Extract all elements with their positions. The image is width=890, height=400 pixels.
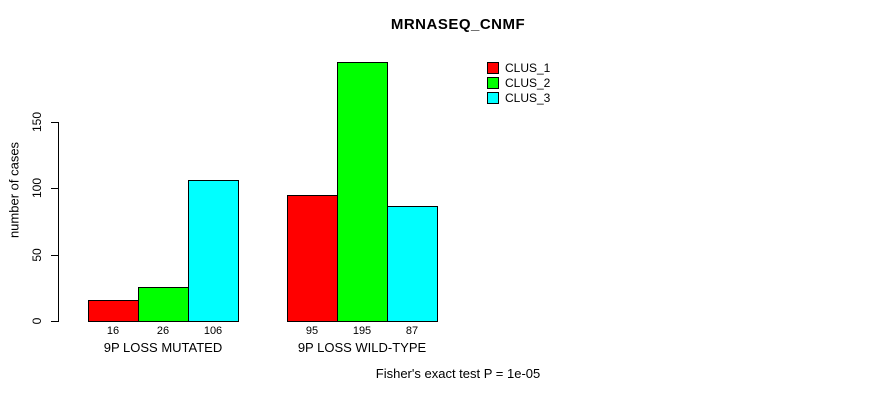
annotation-text: Fisher's exact test P = 1e-05	[375, 366, 541, 381]
legend-row: CLUS_1	[487, 60, 550, 75]
x-category-label: 9P LOSS MUTATED	[103, 340, 223, 355]
bar-value-label: 95	[305, 325, 319, 337]
legend-row: CLUS_2	[487, 75, 550, 90]
bar-value-label: 195	[352, 325, 372, 337]
y-axis-line	[58, 122, 59, 322]
x-category-label: 9P LOSS WILD-TYPE	[297, 340, 427, 355]
bar-clus_2-2	[337, 62, 388, 322]
legend-swatch-clus_3	[487, 91, 499, 104]
bar-clus_3-2	[387, 205, 438, 322]
legend-label: CLUS_1	[505, 60, 551, 75]
bar-clus_1-1	[88, 299, 139, 322]
legend-swatch-clus_2	[487, 76, 499, 89]
y-tick-label: 0	[30, 317, 44, 325]
y-tick-mark	[51, 122, 58, 123]
y-tick-label: 50	[30, 247, 44, 262]
y-tick-mark	[51, 254, 58, 256]
bar-value-label: 26	[156, 325, 170, 337]
y-axis-title: number of cases	[6, 141, 22, 239]
chart-title: MRNASEQ_CNMF	[390, 16, 526, 33]
legend-label: CLUS_2	[505, 75, 551, 90]
legend-row: CLUS_3	[487, 90, 550, 105]
bar-value-label: 16	[106, 325, 120, 337]
bar-clus_3-1	[188, 180, 239, 322]
y-tick-label: 150	[30, 111, 44, 133]
legend-label: CLUS_3	[505, 90, 551, 105]
legend: CLUS_1 CLUS_2 CLUS_3	[487, 60, 550, 105]
y-tick-mark	[51, 188, 58, 190]
bar-value-label: 106	[203, 325, 223, 337]
legend-swatch-clus_1	[487, 61, 499, 74]
y-tick-label: 100	[30, 178, 44, 199]
bar-value-label: 87	[405, 325, 419, 337]
bar-clus_2-1	[138, 286, 189, 322]
y-tick-mark	[51, 321, 58, 322]
bar-clus_1-2	[287, 194, 338, 322]
